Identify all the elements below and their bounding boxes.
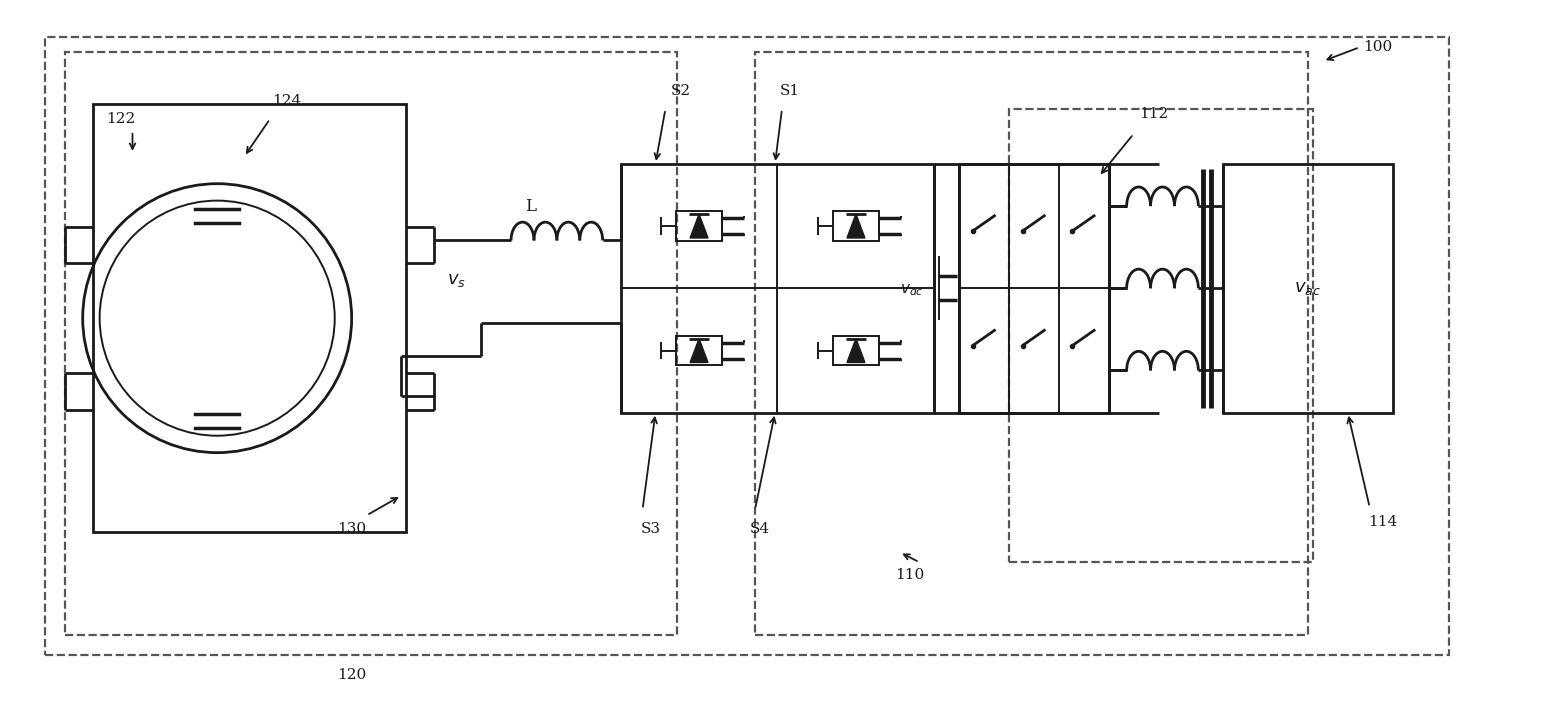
Text: 122: 122 [106,112,135,126]
Text: $v_s$: $v_s$ [446,271,466,289]
Bar [1009,109,1312,562]
Polygon shape [847,214,865,238]
Bar [1224,164,1393,413]
Text: S1: S1 [781,84,799,98]
Text: 112: 112 [1138,107,1168,121]
Bar [65,52,678,635]
Text: S2: S2 [670,84,690,98]
Bar [620,164,935,413]
Text: S4: S4 [750,522,770,536]
Text: $v_{ac}$: $v_{ac}$ [1294,279,1322,297]
Polygon shape [690,339,708,363]
Text: S3: S3 [641,522,661,536]
Text: L: L [526,198,536,215]
Bar [676,336,722,365]
Text: 100: 100 [1364,40,1392,55]
Bar [833,336,879,365]
Polygon shape [847,339,865,363]
Text: 120: 120 [337,668,367,682]
Bar [959,164,1109,413]
Text: 110: 110 [894,568,924,582]
Bar [676,211,722,241]
Text: 130: 130 [337,522,367,536]
Text: 114: 114 [1368,516,1398,529]
Bar [45,37,1449,655]
Polygon shape [690,214,708,238]
Bar [756,52,1308,635]
Text: $v_{dc}$: $v_{dc}$ [900,282,924,298]
Bar [93,104,406,532]
Text: 124: 124 [272,94,302,108]
Bar [833,211,879,241]
